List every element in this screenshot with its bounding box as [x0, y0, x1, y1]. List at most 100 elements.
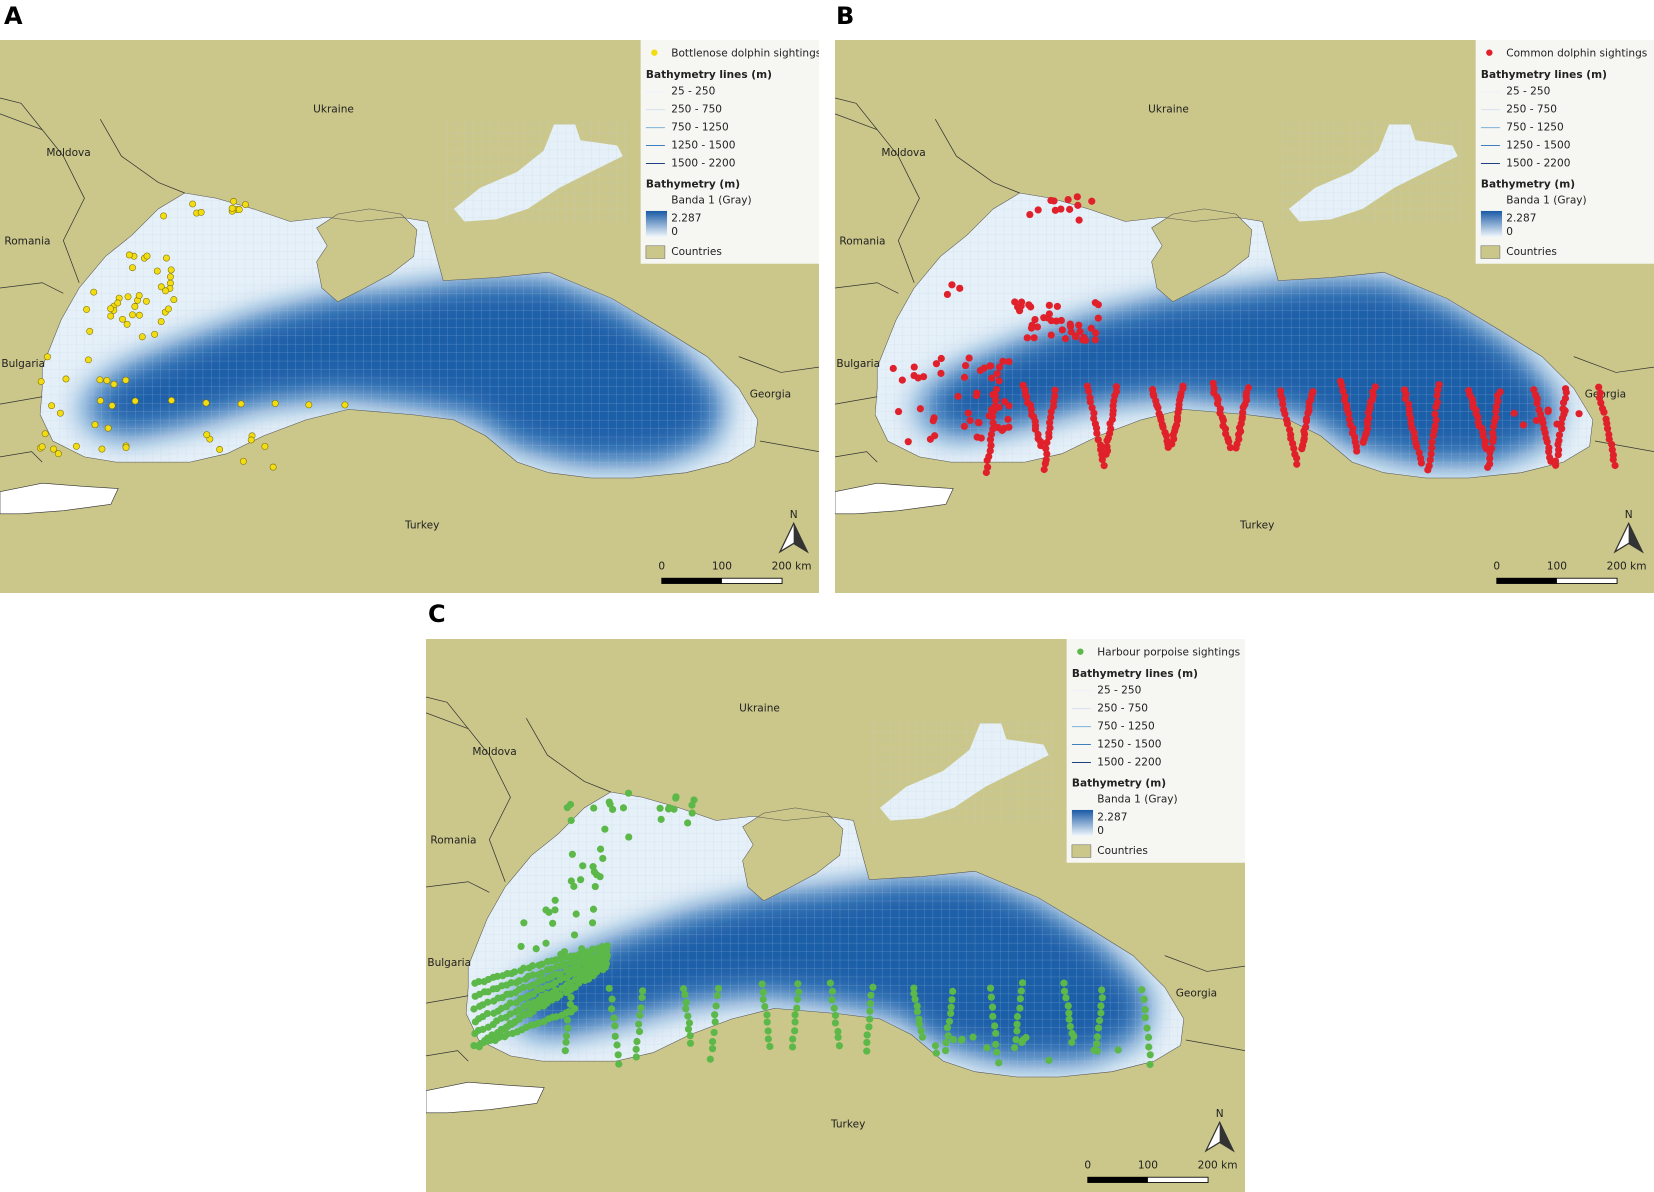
sighting-dot	[1022, 393, 1031, 401]
panel-label: C	[428, 600, 446, 628]
sighting-dot	[1493, 392, 1502, 400]
sighting-dot	[1051, 386, 1059, 394]
place-label: Georgia	[750, 389, 791, 401]
sighting-dot	[708, 1045, 717, 1053]
sighting-dot	[1041, 460, 1049, 468]
scale-label: 100	[1547, 561, 1567, 573]
sighting-dot	[835, 1042, 843, 1050]
sighting-dot	[97, 397, 104, 405]
sighting-dot	[915, 1020, 923, 1028]
sighting-dot	[607, 1005, 616, 1013]
border	[835, 113, 920, 283]
sighting-dot	[1092, 424, 1101, 432]
legend-text: 25 - 250	[1506, 86, 1550, 98]
sighting-dot	[986, 436, 995, 444]
sighting-dot	[759, 995, 767, 1003]
sighting-dot	[1047, 331, 1055, 339]
scale-label: 200 km	[772, 561, 812, 573]
sighting-dot	[977, 434, 985, 442]
sighting-dot	[988, 413, 997, 421]
sighting-dot	[567, 816, 575, 825]
sighting-dot	[590, 804, 598, 812]
sighting-dot	[1061, 335, 1070, 343]
sighting-dot	[964, 409, 972, 417]
sighting-dot	[625, 833, 633, 841]
sighting-dot	[1010, 1044, 1019, 1052]
sighting-dot	[1140, 995, 1148, 1003]
sighting-dot	[566, 1000, 574, 1008]
legend-text: 1500 - 2200	[671, 157, 735, 169]
sighting-dot	[160, 212, 168, 220]
crimea	[316, 208, 418, 303]
sighting-dot	[486, 1036, 494, 1045]
place-label: Bulgaria	[1, 358, 45, 370]
sighting-dot	[758, 980, 766, 988]
place-label: Bulgaria	[427, 957, 471, 969]
border	[0, 451, 43, 463]
map-panel: Ukraine Moldova Romania Bulgaria Georgia Turk…	[426, 639, 1245, 1192]
sighting-dot	[686, 1032, 694, 1040]
legend-text: 2.287	[1506, 212, 1536, 224]
sighting-dot	[563, 1016, 572, 1024]
grid-azov	[1278, 119, 1463, 225]
sighting-dot	[1597, 399, 1605, 407]
sighting-dot	[863, 1031, 871, 1039]
sighting-dot	[1040, 465, 1048, 474]
sighting-dot	[713, 991, 721, 1000]
sighting-dot	[1103, 437, 1111, 445]
sighting-dot	[1304, 409, 1312, 417]
sighting-dot	[1090, 1046, 1098, 1054]
sighting-dot	[789, 1035, 797, 1043]
sighting-dot	[954, 392, 962, 400]
legend-text: 0	[671, 226, 678, 238]
sighting-dot	[48, 402, 56, 410]
sighting-dot	[542, 939, 550, 947]
sighting-dot	[1057, 205, 1065, 213]
scale-label: 0	[658, 561, 665, 573]
sighting-dot	[567, 993, 575, 1001]
sighting-dot	[1114, 1046, 1122, 1054]
sighting-dot	[1281, 410, 1289, 418]
sighting-dot	[941, 1046, 950, 1055]
sighting-dot	[1417, 459, 1425, 467]
sighting-dot	[575, 979, 583, 987]
sighting-dot	[1045, 1056, 1053, 1064]
sighting-dot	[1404, 400, 1413, 408]
sighting-dot	[1432, 403, 1440, 411]
sighting-dot	[556, 991, 564, 999]
sighting-dot	[911, 995, 919, 1003]
sighting-dot	[624, 789, 633, 797]
sighting-dot	[529, 981, 537, 989]
sighting-dot	[157, 318, 165, 325]
sighting-dot	[538, 985, 546, 993]
place-label: Turkey	[1239, 519, 1274, 531]
legend-text: Countries	[1506, 246, 1557, 258]
crimea	[1151, 208, 1253, 303]
legend-ramp	[1480, 210, 1503, 238]
sighting-dot	[966, 416, 974, 425]
sighting-dot	[1539, 419, 1547, 427]
sighting-dot	[834, 1033, 842, 1041]
sighting-dot	[910, 989, 918, 998]
grid-azov	[443, 119, 628, 225]
sighting-dot	[1093, 429, 1101, 437]
sighting-dot	[910, 372, 918, 380]
scale-label: 200 km	[1198, 1160, 1238, 1172]
sighting-dot	[995, 377, 1003, 385]
border	[738, 356, 819, 373]
legend-text: Banda 1 (Gray)	[671, 194, 751, 206]
sighting-dot	[657, 815, 665, 823]
sighting-dot	[96, 376, 104, 384]
sighting-dot	[1043, 438, 1051, 447]
sighting-dot	[960, 373, 969, 381]
legend-text: 250 - 750	[1506, 104, 1557, 116]
border	[426, 995, 469, 1004]
sighting-dot	[493, 972, 502, 980]
sighting-dot	[869, 983, 877, 991]
legend-text: 1250 - 1500	[1506, 140, 1570, 152]
sighting-dot	[1424, 466, 1432, 474]
sighting-dot	[165, 305, 172, 313]
legend-text: 1250 - 1500	[671, 140, 735, 152]
sighting-dot	[167, 273, 174, 281]
legend-dot	[1486, 49, 1493, 56]
